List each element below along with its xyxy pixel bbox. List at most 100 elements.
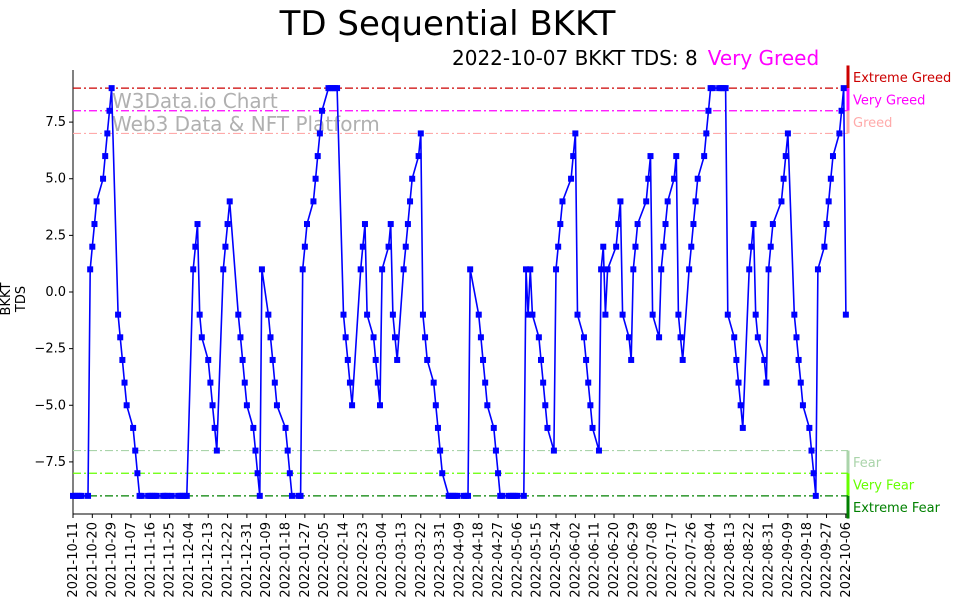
data-point	[679, 356, 686, 363]
data-point	[235, 311, 242, 318]
data-point	[658, 266, 665, 273]
data-point	[254, 470, 261, 477]
data-point	[78, 492, 85, 499]
data-point	[209, 402, 216, 409]
data-point	[387, 221, 394, 228]
data-point	[439, 470, 446, 477]
data-point	[793, 334, 800, 341]
data-point	[724, 311, 731, 318]
data-point	[628, 356, 635, 363]
x-tick-label: 2022-10-06	[839, 522, 854, 598]
data-point	[224, 221, 231, 228]
data-point	[626, 334, 633, 341]
data-point	[117, 334, 124, 341]
data-point	[484, 402, 491, 409]
x-tick-label: 2022-09-18	[800, 522, 815, 598]
data-point	[694, 175, 701, 182]
x-tick-label: 2022-04-09	[452, 522, 467, 598]
data-point	[823, 221, 830, 228]
x-tick-label: 2022-05-06	[510, 522, 525, 598]
data-point	[153, 492, 160, 499]
data-point	[701, 153, 708, 160]
x-tick-label: 2022-08-22	[742, 522, 757, 598]
data-point	[121, 379, 128, 386]
data-point	[514, 492, 521, 499]
data-point	[752, 311, 759, 318]
data-point	[568, 175, 575, 182]
x-tick-label: 2022-05-15	[530, 522, 545, 598]
data-point	[520, 492, 527, 499]
data-point	[115, 311, 122, 318]
x-tick-label: 2022-06-02	[568, 522, 583, 598]
data-point	[731, 334, 738, 341]
y-tick-label: 2.5	[45, 228, 66, 243]
data-point	[422, 334, 429, 341]
data-point	[703, 130, 710, 137]
data-point	[490, 424, 497, 431]
data-point	[671, 175, 678, 182]
x-tick-label: 2022-03-04	[375, 522, 390, 598]
data-point	[825, 198, 832, 205]
data-point	[527, 266, 534, 273]
x-tick-label: 2021-12-04	[182, 522, 197, 598]
data-point	[557, 221, 564, 228]
data-point	[673, 153, 680, 160]
data-point	[334, 85, 341, 92]
data-point	[769, 221, 776, 228]
data-point	[477, 334, 484, 341]
data-point	[319, 107, 326, 114]
data-point	[282, 424, 289, 431]
y-tick-label: −5.0	[34, 398, 66, 413]
data-point	[273, 402, 280, 409]
data-point	[791, 311, 798, 318]
data-point	[402, 243, 409, 250]
x-tick-label: 2022-06-20	[607, 522, 622, 598]
series-line	[73, 87, 847, 497]
data-point	[301, 243, 308, 250]
data-point	[499, 492, 506, 499]
data-point	[89, 243, 96, 250]
data-point	[821, 243, 828, 250]
data-point	[93, 198, 100, 205]
data-point	[808, 447, 815, 454]
x-tick-label: 2022-07-08	[646, 522, 661, 598]
y-tick-label: −2.5	[34, 342, 66, 357]
data-point	[106, 107, 113, 114]
chart-subtitle: 2022-10-07 BKKT TDS: 8 Very Greed	[452, 46, 819, 70]
data-point	[370, 334, 377, 341]
data-point	[475, 311, 482, 318]
x-tick-label: 2021-11-07	[124, 522, 139, 598]
data-point	[780, 175, 787, 182]
data-point	[763, 379, 770, 386]
data-point	[415, 153, 422, 160]
data-point	[288, 492, 295, 499]
x-tick-label: 2021-10-11	[66, 522, 81, 598]
data-point	[220, 266, 227, 273]
data-point	[389, 311, 396, 318]
data-point	[344, 356, 351, 363]
data-point	[138, 492, 145, 499]
data-point	[304, 221, 311, 228]
data-point	[482, 379, 489, 386]
x-tick-label: 2022-08-13	[723, 522, 738, 598]
data-point	[434, 424, 441, 431]
y-tick-label: −7.5	[34, 455, 66, 470]
data-point	[239, 356, 246, 363]
x-tick-label: 2021-12-22	[221, 522, 236, 598]
data-point	[662, 221, 669, 228]
data-point	[550, 447, 557, 454]
data-point	[570, 153, 577, 160]
threshold-label: Very Fear	[853, 479, 915, 494]
data-point	[529, 311, 536, 318]
data-point	[102, 153, 109, 160]
data-point	[829, 153, 836, 160]
data-point	[812, 492, 819, 499]
x-tick-label: 2022-07-26	[684, 522, 699, 598]
data-point	[739, 424, 746, 431]
data-point	[748, 243, 755, 250]
x-tick-label: 2021-10-20	[85, 522, 100, 598]
data-point	[404, 221, 411, 228]
data-point	[265, 311, 272, 318]
data-point	[196, 311, 203, 318]
